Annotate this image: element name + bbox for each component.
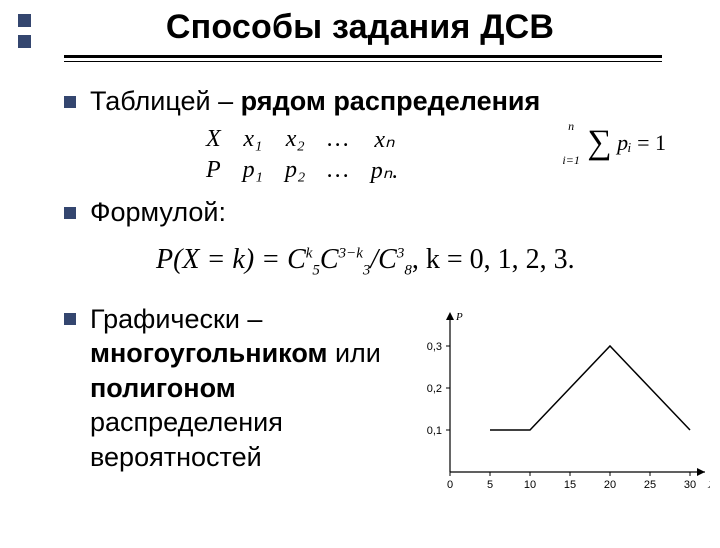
sum-rhs: = 1 <box>637 130 666 155</box>
svg-text:20: 20 <box>604 479 616 491</box>
bullet-1: Таблицей – рядом распределения <box>64 86 680 117</box>
cell: pₙ. <box>361 156 409 185</box>
probability-formula: P(X = k) = Ck5C3−k3/C38, k = 0, 1, 2, 3. <box>156 244 680 280</box>
bullet-2: Формулой: <box>64 197 680 228</box>
f-sub: 5 <box>312 263 320 279</box>
b3-bold2: полигоном <box>90 373 236 403</box>
slide-title: Способы задания ДСВ <box>0 8 720 47</box>
bullet-3-text: Графически – многоугольником или полигон… <box>90 302 404 475</box>
polygon-chart: 0,1 0,2 0,3 0 5 10 15 20 25 30 P X <box>404 302 710 507</box>
cell: … <box>317 156 358 185</box>
chart-svg: 0,1 0,2 0,3 0 5 10 15 20 25 30 P X <box>410 302 710 502</box>
bullet-icon <box>64 96 76 108</box>
sum-term: pᵢ <box>617 130 631 155</box>
svg-text:10: 10 <box>524 479 536 491</box>
f-lhs: P(X = k) = C <box>156 244 306 275</box>
bullet-icon <box>64 313 76 325</box>
svg-text:15: 15 <box>564 479 576 491</box>
svg-text:0: 0 <box>447 479 453 491</box>
bullet-icon <box>64 207 76 219</box>
bullet-1-text: Таблицей – рядом распределения <box>90 86 540 117</box>
sigma-icon: ∑ <box>587 124 611 162</box>
sum-limits: n i=1 <box>562 120 579 166</box>
b3-mid: или <box>327 338 380 368</box>
svg-text:0,3: 0,3 <box>427 341 442 353</box>
bullet-2-text: Формулой: <box>90 197 226 228</box>
b3-bold1: многоугольником <box>90 338 327 368</box>
bullet-3: Графически – многоугольником или полигон… <box>64 302 404 475</box>
f-sup: 3 <box>397 246 405 262</box>
f-sup: k <box>306 246 313 262</box>
svg-text:25: 25 <box>644 479 656 491</box>
f-tail: , k = 0, 1, 2, 3. <box>412 244 575 275</box>
svg-text:P: P <box>455 311 463 323</box>
svg-text:30: 30 <box>684 479 696 491</box>
table-row-p: P p₁ p₂ … pₙ. <box>196 156 408 185</box>
title-rule-thick <box>64 55 662 58</box>
svg-text:X: X <box>707 479 710 491</box>
svg-text:0,1: 0,1 <box>427 425 442 437</box>
cell: xₙ <box>361 125 409 154</box>
cell: p₂ <box>275 156 315 185</box>
sum-upper: n <box>568 120 574 132</box>
cell: x₂ <box>275 125 315 154</box>
f-sub: 8 <box>404 263 412 279</box>
sum-body: pᵢ = 1 <box>617 130 666 155</box>
cell: P <box>196 156 231 185</box>
bullet-1-bold: рядом распределения <box>241 86 541 116</box>
f-sup: 3−k <box>339 246 363 262</box>
distribution-table: X x₁ x₂ … xₙ P p₁ p₂ … pₙ. <box>194 123 410 187</box>
svg-text:0,2: 0,2 <box>427 383 442 395</box>
b3-prefix: Графически – <box>90 304 262 334</box>
f-div: /C <box>370 244 396 275</box>
table-row-x: X x₁ x₂ … xₙ <box>196 125 408 154</box>
cell: … <box>317 125 358 154</box>
cell: X <box>196 125 231 154</box>
f-c2: C <box>320 244 339 275</box>
svg-text:5: 5 <box>487 479 493 491</box>
sum-formula: n i=1 ∑ pᵢ = 1 <box>562 120 666 166</box>
bullet-1-prefix: Таблицей – <box>90 86 241 116</box>
sum-lower: i=1 <box>562 154 579 166</box>
corner-decoration <box>18 14 31 56</box>
cell: x₁ <box>233 125 273 154</box>
b3-tail: распределения вероятностей <box>90 407 283 472</box>
cell: p₁ <box>233 156 273 185</box>
